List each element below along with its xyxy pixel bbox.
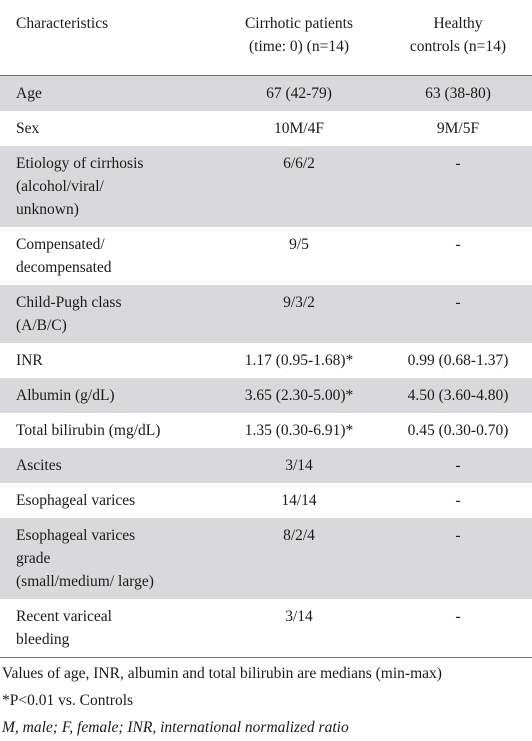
row-label: Total bilirubin (mg/dL) [0,413,214,448]
table-row: Recent variceal bleeding 3/14 - [0,599,532,658]
row-label: Child-Pugh class (A/B/C) [0,284,214,343]
cirrhotic-value: 1.17 (0.95-1.68)* [244,351,354,369]
cirrhotic-value: 67 (42-79) [214,75,384,111]
row-label: Age [0,75,214,111]
controls-value: 9M/5F [436,119,480,137]
table-row: Esophageal varices 14/14 - [0,483,532,518]
row-label-line: (alcohol/viral/ [16,177,104,195]
table-row: Total bilirubin (mg/dL) 1.35 (0.30-6.91)*… [0,413,532,448]
row-label-line: Child-Pugh class [16,293,122,311]
row-label-line: Recent variceal [16,607,112,625]
header-cirrhotic-line1: Cirrhotic patients [244,15,354,32]
table-body: Age 67 (42-79) 63 (38-80) Sex 10M/4F 9M/5F Eti… [0,75,532,657]
row-label-line: Esophageal varices [16,526,136,544]
table-row: Child-Pugh class (A/B/C) 9/3/2- [0,284,532,343]
table-row: Ascites 3/14- [0,447,532,483]
table-row: Esophageal varices grade (small/medium/ la… [0,517,532,599]
row-label: Esophageal varices [0,483,214,518]
controls-value: 0.99 (0.68-1.37) [407,351,509,369]
table-row: INR 1.17 (0.95-1.68)* 0.99 (0.68-1.37) [0,343,532,378]
row-label: Albumin (g/dL) [0,377,214,413]
cirrhotic-value: 6/6/2 [214,145,384,227]
table-row: Compensated/decompensated 9/5 - [0,227,532,285]
cirrhotic-value: 10M/4F [274,119,324,137]
table-header-row: Characteristics Cirrhotic patients (time… [0,0,532,75]
row-label: Sex [0,111,214,146]
table-row: Age 67 (42-79) 63 (38-80) [0,75,532,111]
controls-value: 63 (38-80) [384,75,532,111]
row-label-line: grade [16,549,51,567]
row-label-line: Esophageal varices [16,491,136,509]
row-label-line: (small/medium/ large) [16,572,154,590]
controls-value: - [455,235,461,253]
controls-value: - [384,447,532,483]
header-controls-line2: controls (n=14) [409,38,507,55]
header-controls-line1: Healthy [433,15,483,32]
row-label-line: INR [16,351,43,369]
header-cirrhotic-patients: Cirrhotic patients (time: 0) (n=14) [214,0,384,75]
row-label-line: Ascites [16,456,62,474]
controls-value: - [455,491,461,509]
header-healthy-controls: Healthy controls (n=14) [384,0,532,75]
row-label-line: Etiology of cirrhosis [16,154,144,172]
row-label-line: Compensated/ [16,235,105,253]
row-label-line: unknown) [16,200,79,218]
header-characteristics: Characteristics [0,0,214,75]
row-label-line: Sex [16,119,40,137]
footnote-values: Values of age, INR, albumin and total bi… [2,664,442,682]
controls-value: 4.50 (3.60-4.80) [384,377,532,413]
footnote-abbreviations: M, male; F, female; INR, international n… [2,718,349,736]
cirrhotic-value: 8/2/4 [214,517,384,599]
row-label: Esophageal varices grade (small/medium/ la… [0,517,214,599]
row-label: Ascites [0,447,214,483]
header-characteristics-text: Characteristics [16,15,109,32]
footnote-significance: *P<0.01 vs. Controls [2,691,134,709]
cirrhotic-value: 3/14 [214,447,384,483]
cirrhotic-value: 3.65 (2.30-5.00)* [214,377,384,413]
cirrhotic-value: 14/14 [281,491,317,509]
cirrhotic-value: 1.35 (0.30-6.91)* [244,421,354,439]
row-label: Recent variceal bleeding [0,599,214,658]
row-label-line: bleeding [16,630,70,648]
row-label-line: decompensated [16,258,112,276]
row-label-line: Total bilirubin (mg/dL) [16,421,161,439]
controls-value: - [384,284,532,343]
header-cirrhotic-line2: (time: 0) (n=14) [249,38,349,55]
footnotes: Values of age, INR, albumin and total bi… [0,660,532,741]
controls-value: - [384,517,532,599]
row-label: Compensated/decompensated [0,227,214,285]
table-row: Albumin (g/dL) 3.65 (2.30-5.00)* 4.50 (3.6… [0,377,532,413]
row-label-line: Age [16,84,42,102]
row-label-line: (A/B/C) [16,316,67,334]
cirrhotic-value: 3/14 [285,607,313,625]
row-label: INR [0,343,214,378]
cirrhotic-value: 9/5 [289,235,309,253]
controls-value: 0.45 (0.30-0.70) [407,421,509,439]
controls-value: - [384,145,532,227]
table-row: Sex 10M/4F 9M/5F [0,111,532,146]
characteristics-table: Characteristics Cirrhotic patients (time… [0,0,532,657]
row-label: Etiology of cirrhosis (alcohol/viral/unkn… [0,145,214,227]
row-label-line: Albumin (g/dL) [16,386,115,404]
cirrhotic-value: 9/3/2 [214,284,384,343]
controls-value: - [455,607,461,625]
table-row: Etiology of cirrhosis (alcohol/viral/unkn… [0,145,532,227]
